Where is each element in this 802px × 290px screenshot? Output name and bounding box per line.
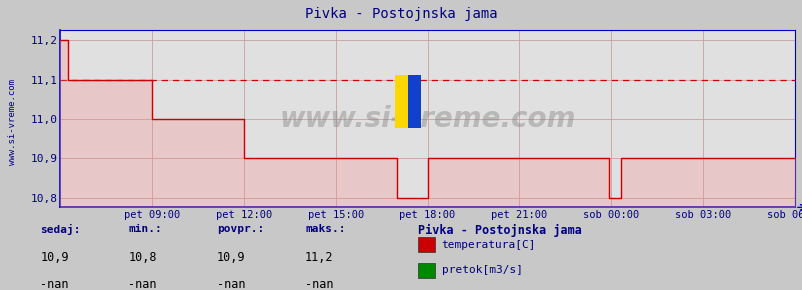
Text: pretok[m3/s]: pretok[m3/s] — [441, 265, 522, 276]
Bar — [394, 75, 407, 128]
Text: Pivka - Postojnska jama: Pivka - Postojnska jama — [417, 224, 581, 237]
Text: 10,9: 10,9 — [217, 251, 245, 264]
Text: sedaj:: sedaj: — [40, 224, 80, 235]
Text: www.si-vreme.com: www.si-vreme.com — [279, 105, 575, 133]
Text: -nan: -nan — [128, 278, 156, 290]
Bar — [417, 237, 435, 252]
Text: 10,9: 10,9 — [40, 251, 68, 264]
Text: www.si-vreme.com: www.si-vreme.com — [8, 79, 17, 165]
Text: maks.:: maks.: — [305, 224, 345, 234]
Text: povpr.:: povpr.: — [217, 224, 264, 234]
Text: -nan: -nan — [217, 278, 245, 290]
Text: 11,2: 11,2 — [305, 251, 333, 264]
Text: Pivka - Postojnska jama: Pivka - Postojnska jama — [305, 7, 497, 21]
Text: temperatura[C]: temperatura[C] — [441, 240, 536, 250]
Text: -nan: -nan — [40, 278, 68, 290]
Text: -nan: -nan — [305, 278, 333, 290]
Bar — [407, 75, 420, 128]
Text: min.:: min.: — [128, 224, 162, 234]
Text: 10,8: 10,8 — [128, 251, 156, 264]
Bar — [417, 263, 435, 278]
